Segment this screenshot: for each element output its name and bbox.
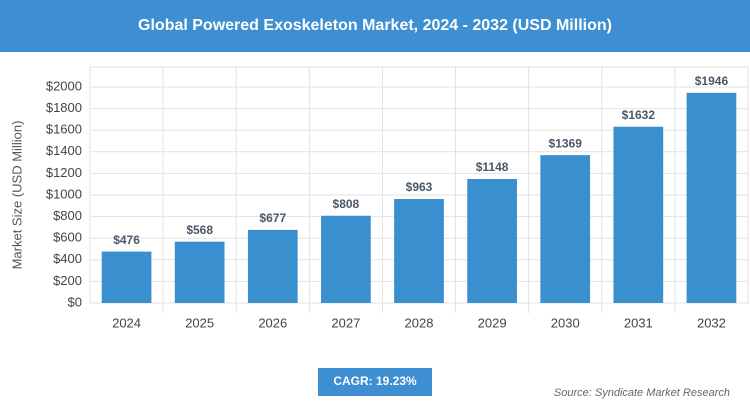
y-tick-label: $1000	[46, 186, 82, 201]
y-tick-label: $1400	[46, 143, 82, 158]
chart-title: Global Powered Exoskeleton Market, 2024 …	[138, 17, 612, 34]
x-tick-label: 2030	[551, 315, 580, 330]
y-tick-label: $400	[53, 251, 82, 266]
y-axis-title: Market Size (USD Million)	[9, 121, 24, 270]
source-note: Source: Syndicate Market Research	[554, 387, 730, 399]
x-tick-label: 2027	[331, 315, 360, 330]
value-label: $568	[186, 223, 213, 237]
bar	[321, 215, 371, 303]
value-label: $963	[406, 180, 433, 194]
value-label: $677	[259, 211, 286, 225]
bar	[540, 155, 591, 303]
value-label: $1148	[476, 160, 509, 174]
y-tick-label: $2000	[46, 78, 82, 93]
bar	[467, 179, 517, 303]
x-tick-label: 2024	[112, 315, 141, 330]
y-tick-label: $1800	[46, 100, 82, 115]
y-tick-label: $1200	[46, 165, 82, 180]
y-tick-label: $1600	[46, 122, 82, 137]
x-tick-label: 2028	[405, 315, 434, 330]
x-tick-label: 2031	[624, 315, 653, 330]
bar	[247, 229, 298, 303]
y-tick-label: $600	[53, 230, 82, 245]
x-tick-label: 2029	[478, 315, 507, 330]
value-label: $1632	[622, 108, 656, 122]
value-label: $1946	[695, 74, 729, 88]
bar	[101, 251, 152, 303]
value-label: $808	[333, 197, 360, 211]
x-tick-label: 2025	[185, 315, 214, 330]
x-tick-label: 2032	[697, 315, 726, 330]
bar	[174, 241, 225, 303]
cagr-label: CAGR: 19.23%	[333, 374, 417, 388]
y-tick-label: $800	[53, 208, 82, 223]
bar	[394, 198, 444, 303]
bar	[613, 126, 664, 303]
value-label: $476	[113, 233, 140, 247]
value-label: $1369	[549, 136, 583, 150]
y-tick-label: $200	[53, 273, 82, 288]
bar	[686, 92, 737, 303]
header-bar	[0, 0, 750, 52]
cagr-box	[318, 368, 432, 396]
y-tick-label: $0	[68, 294, 82, 309]
x-tick-label: 2026	[258, 315, 287, 330]
